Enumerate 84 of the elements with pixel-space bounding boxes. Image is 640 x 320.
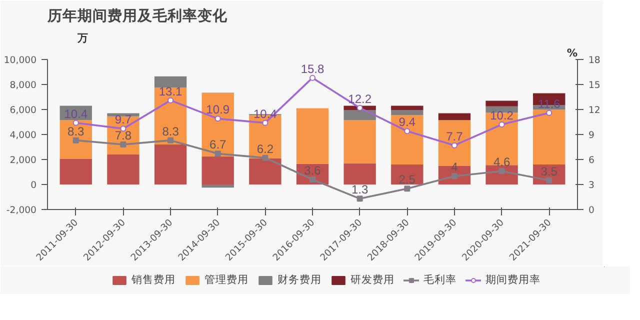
bar	[60, 120, 92, 159]
data-label: 9.4	[398, 115, 416, 130]
data-label: 8.3	[68, 124, 85, 138]
point	[214, 116, 221, 122]
chart-title: 历年期间费用及毛利率变化	[46, 6, 228, 24]
point	[262, 120, 268, 126]
bar	[154, 76, 187, 88]
y2-axis-title: %	[566, 46, 578, 60]
point	[404, 186, 410, 192]
legend-label: 财务费用	[278, 273, 322, 287]
data-label: 1.3	[351, 182, 368, 197]
point	[498, 168, 505, 174]
point	[168, 97, 174, 104]
data-label: 13.1	[158, 84, 183, 98]
bar	[107, 154, 140, 184]
y-tick-label: 4,000	[10, 130, 37, 141]
y2-tick-label: 0	[588, 205, 594, 216]
y-tick-label: 2,000	[10, 155, 37, 166]
point	[356, 196, 363, 202]
y-tick-label: 8,000	[10, 80, 37, 91]
y2-tick-label: 12	[588, 105, 600, 116]
point	[214, 150, 221, 157]
data-label: 6.7	[210, 138, 227, 152]
point	[310, 74, 316, 81]
point	[120, 142, 126, 148]
y2-tick-label: 3	[588, 180, 594, 191]
bar	[486, 100, 518, 106]
bar	[60, 158, 92, 184]
bar	[202, 184, 234, 188]
y-tick-label: -2,000	[6, 205, 37, 216]
bar	[154, 144, 187, 184]
data-label: 10.9	[206, 102, 230, 117]
y2-tick-label: 9	[588, 130, 594, 141]
legend-label: 销售费用	[132, 273, 176, 287]
y2-tick-label: 6	[588, 155, 594, 166]
y-axis-title: 万	[76, 32, 88, 44]
point	[546, 110, 552, 116]
bar	[344, 120, 376, 164]
data-label: 12.2	[348, 92, 372, 106]
bar	[391, 106, 424, 110]
point	[451, 142, 458, 148]
data-label: 15.8	[300, 62, 325, 76]
point	[356, 104, 363, 111]
point	[451, 173, 458, 180]
data-label: 10.4	[254, 106, 278, 121]
bar	[344, 110, 376, 120]
bar	[391, 110, 424, 116]
data-label: 3.5	[540, 164, 558, 178]
point	[498, 122, 505, 128]
bar	[296, 108, 329, 164]
y-tick-label: 0	[30, 180, 37, 191]
point	[310, 176, 316, 182]
legend-label: 研发费用	[350, 273, 394, 287]
legend-label: 期间费用率	[486, 273, 540, 287]
bar	[249, 158, 282, 184]
bar	[344, 163, 376, 184]
y2-tick-label: 18	[588, 55, 600, 66]
y2-tick-label: 15	[588, 80, 600, 91]
bar	[202, 156, 234, 184]
data-label: 4.6	[493, 155, 510, 170]
data-label: 10.4	[64, 106, 88, 121]
data-label: 9.7	[114, 112, 132, 127]
y-tick-label: 10,000	[4, 55, 37, 66]
bar	[391, 164, 424, 184]
point	[404, 128, 410, 134]
data-label: 6.2	[256, 142, 274, 156]
data-label: 2.5	[398, 172, 416, 187]
point	[72, 137, 79, 144]
bar	[438, 113, 471, 120]
bar	[391, 115, 424, 164]
data-label: 10.2	[490, 108, 514, 122]
legend-label: 毛利率	[424, 273, 456, 287]
data-label: 3.6	[304, 164, 322, 178]
data-label: 7.8	[114, 128, 132, 142]
bar	[486, 112, 518, 166]
point	[262, 154, 268, 161]
data-label: 8.3	[162, 124, 180, 138]
point	[72, 120, 79, 126]
point	[168, 137, 174, 144]
bar	[533, 110, 566, 164]
point	[546, 177, 552, 184]
y-tick-label: 6,000	[10, 105, 37, 116]
legend-label: 管理费用	[204, 273, 248, 287]
data-label: 7.7	[446, 129, 464, 144]
